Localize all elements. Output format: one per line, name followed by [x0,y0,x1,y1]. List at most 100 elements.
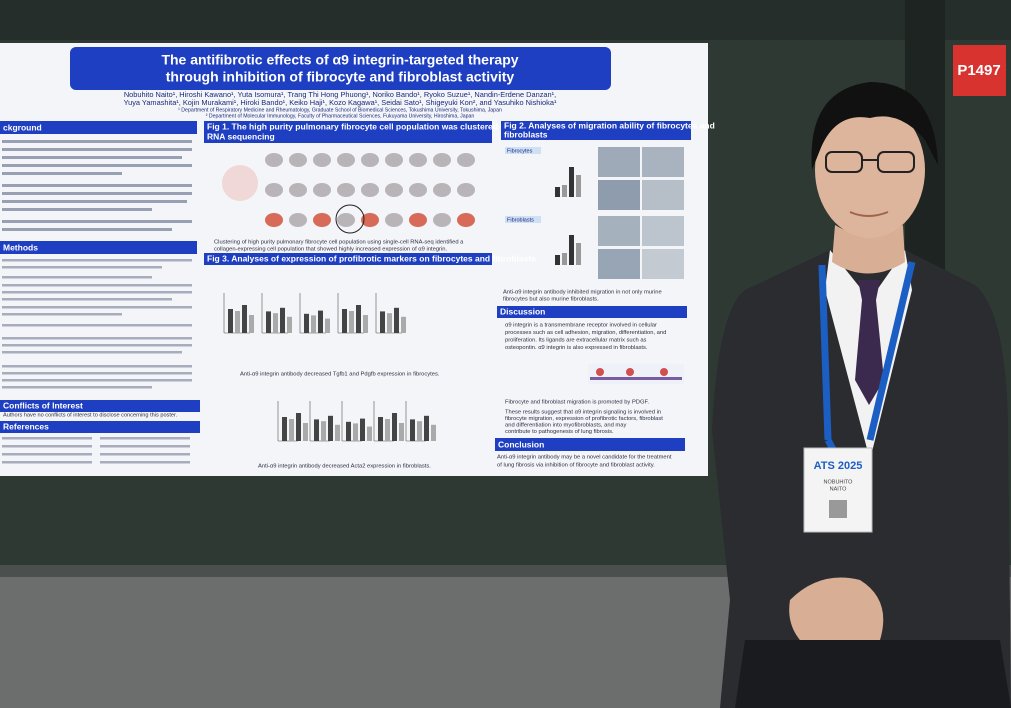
section-header [204,253,492,265]
umap-thumb [313,183,331,197]
panel-bar [289,419,294,441]
panel-bar [380,311,385,333]
umap-thumb [289,213,307,227]
umap-thumb [457,183,475,197]
umap-thumb [409,213,427,227]
panel-bar [304,313,309,333]
umap-thumb [313,153,331,167]
neck [832,225,905,274]
panel-bar [328,415,333,441]
figure-title: RNA sequencing [207,131,275,141]
section-heading: References [3,421,49,431]
panel-bar [318,310,323,333]
figure-title: Fig 3. Analyses of expression of profibr… [207,253,536,263]
panel-bar [417,421,422,441]
section-header [0,421,200,433]
section-header [0,121,197,134]
umap-thumb [337,183,355,197]
board-sign [953,45,1006,96]
panel-bar [401,316,406,333]
umap-thumb [385,183,403,197]
discussion-line: osteopontin. α9 integrin is also express… [505,345,648,351]
figure-title: fibroblasts [504,129,548,139]
authors: Nobuhito Naito¹, Hiroshi Kawano¹, Yuta I… [124,90,556,99]
umap-thumb [385,213,403,227]
umap-thumb [313,213,331,227]
migration-bar [569,235,574,265]
figure-caption: Anti-α9 integrin antibody inhibited migr… [503,290,662,296]
umap-thumb [265,153,283,167]
figure-caption: Anti-α9 integrin antibody decreased Tgfb… [240,372,440,378]
trousers [735,640,1011,708]
migration-bar [555,187,560,197]
panel-bar [346,421,351,441]
umap-thumb [289,183,307,197]
umap-thumb [289,153,307,167]
panel-bar [325,318,330,333]
discussion-line: fibrocyte migration, expression of profi… [505,416,663,422]
panel-bar [342,309,347,333]
panel-bar [431,424,436,441]
umap-thumb [361,183,379,197]
panel-bar [353,423,358,441]
umap-thumb [409,153,427,167]
section-header [501,121,691,140]
migration-bar [562,253,567,265]
panel-bar [287,316,292,333]
panel-bar [296,413,301,441]
discussion-line: proliferation. Its ligands are extracell… [505,338,647,344]
umap-thumb [265,183,283,197]
umap-thumb [337,153,355,167]
panel-bar [385,419,390,441]
umap-grid [265,153,475,227]
panel-bar [424,415,429,441]
umap-thumb [409,183,427,197]
panel-bar [273,313,278,333]
section-heading: Discussion [500,306,545,316]
wall-top [0,0,1011,40]
migration-images [598,147,684,279]
panel-bar [311,315,316,333]
panel-bar [249,315,254,333]
section-heading: Methods [3,242,38,252]
section-heading: ckground [3,122,42,132]
panel-bar [228,309,233,333]
conflicts-text: Authors have no conflicts of interest to… [3,412,178,418]
section-header [497,306,687,318]
section-heading: Conflicts of Interest [3,400,83,410]
panel-bar [387,313,392,333]
panel-bar [392,413,397,441]
panel-bar [321,421,326,441]
umap-thumb [385,153,403,167]
migration-bars [555,167,581,265]
umap-thumb [433,153,451,167]
figure-caption: fibrocytes but also murine fibroblasts. [503,297,599,303]
discussion-line: processes such as cell adhesion, migrati… [505,330,666,336]
badge-name: NOBUHITO [824,479,854,485]
discussion-line: contribute to pathogenesis of lung fibro… [505,429,614,435]
panel-bar [399,423,404,441]
umap-thumb [361,153,379,167]
hands [789,577,884,658]
umap-thumb [433,183,451,197]
discussion-line: and differentiation into myofibroblasts,… [505,423,626,429]
badge-qr [829,500,847,518]
discussion-line: Fibrocyte and fibroblast migration is pr… [505,400,649,406]
bar-panels [223,293,406,334]
panel-bar [280,307,285,333]
migration-bar [576,243,581,265]
panel-bar [410,419,415,441]
mouth [849,211,889,217]
references-text-block [2,437,190,464]
label-bg [505,147,541,154]
migration-bar [562,185,567,197]
panel-bar [360,418,365,441]
section-header [0,241,197,254]
discussion-text: α9 integrin is a transmembrane receptor … [505,323,666,436]
conclusion-text: Anti-α9 integrin antibody may be a novel… [497,455,672,461]
umap-thumb [457,213,475,227]
glasses [825,151,915,173]
figure-title: Fig 2. Analyses of migration ability of … [504,120,715,130]
